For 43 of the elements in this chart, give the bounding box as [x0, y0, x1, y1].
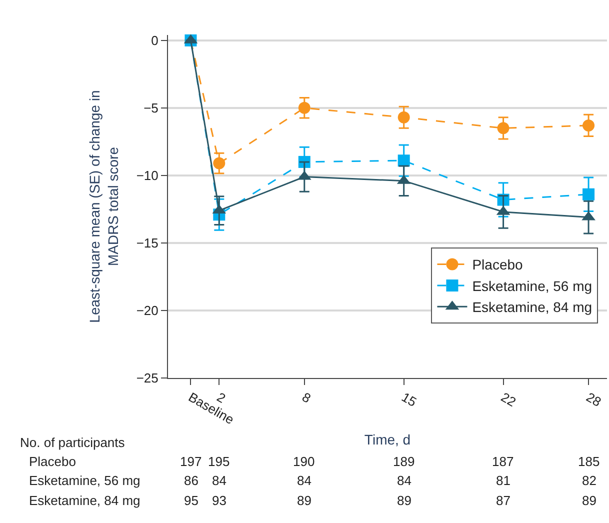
text: 185 [578, 454, 600, 469]
y-tick-label: −15 [136, 236, 158, 251]
point [582, 119, 595, 132]
text: 87 [496, 493, 510, 508]
text: 86 [184, 473, 198, 488]
y-tick-label: −5 [144, 100, 158, 116]
text: Esketamine, 84 mg [29, 493, 140, 508]
text: No. of participants [20, 435, 126, 450]
text: 197 [180, 454, 202, 469]
text: 81 [496, 473, 510, 488]
point [298, 102, 310, 114]
x-tick-label: 28 [584, 389, 604, 410]
text: Esketamine, 56 mg [29, 473, 140, 488]
x-axis-title: Time, d [364, 432, 411, 448]
point [213, 157, 226, 170]
y-tick-label: −20 [136, 303, 158, 318]
x-tick-label: 22 [498, 389, 519, 410]
y-axis-title: Least-square mean (SE) of change in MADRS total score [86, 90, 121, 323]
point [497, 122, 510, 134]
text: 89 [582, 493, 596, 508]
text: 93 [212, 493, 226, 508]
text: 84 [397, 473, 412, 488]
text: 89 [297, 493, 312, 508]
legend-label: Esketamine, 56 mg [472, 278, 592, 294]
text: 82 [582, 473, 596, 488]
x-tick-label: 8 [300, 389, 314, 406]
text: 95 [184, 493, 198, 508]
text: 84 [297, 473, 312, 488]
text: 195 [208, 454, 230, 469]
text: 190 [293, 454, 315, 469]
text: 84 [212, 473, 226, 488]
legend-label: Placebo [472, 256, 524, 273]
text: 189 [393, 454, 415, 469]
x-tick-label: 15 [399, 389, 420, 410]
text: 89 [397, 493, 412, 508]
point [582, 188, 595, 200]
y-tick-label: −25 [136, 370, 158, 386]
point [398, 111, 410, 124]
legend-label: Esketamine, 84 mg [472, 299, 592, 316]
text: Placebo [29, 454, 76, 469]
y-tick-label: −10 [136, 168, 158, 183]
y-tick-label: 0 [151, 32, 158, 48]
text: 187 [492, 454, 514, 469]
